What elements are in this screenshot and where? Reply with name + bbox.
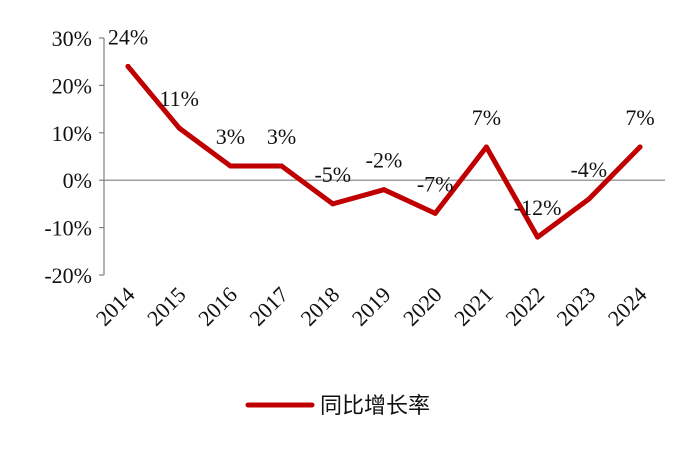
x-tick-label: 2023 xyxy=(552,282,601,331)
x-tick-label: 2024 xyxy=(603,282,652,331)
data-label: 7% xyxy=(625,105,654,130)
y-tick-label: -20% xyxy=(44,263,92,288)
x-tick-label: 2016 xyxy=(193,282,242,331)
data-point xyxy=(637,144,643,150)
legend-label: 同比增长率 xyxy=(320,394,430,419)
x-tick-label: 2021 xyxy=(449,282,498,331)
data-point xyxy=(586,196,592,202)
y-tick-label: -10% xyxy=(44,216,92,241)
x-axis: 2014 2015 2016 2017 2018 2019 2020 2021 2022 2023… xyxy=(91,179,665,331)
data-point xyxy=(330,201,336,207)
data-label: 11% xyxy=(159,86,199,111)
data-point xyxy=(432,210,438,216)
series-lines xyxy=(125,63,643,240)
data-point xyxy=(227,163,233,169)
data-label: 3% xyxy=(267,124,296,149)
y-tick-label: 30% xyxy=(52,26,92,51)
y-tick-label: 0% xyxy=(63,168,92,193)
y-tick-label: 20% xyxy=(52,73,92,98)
data-label: 7% xyxy=(472,105,501,130)
x-tick-label: 2015 xyxy=(142,282,191,331)
data-label: -2% xyxy=(366,148,403,173)
x-tick-label: 2018 xyxy=(296,282,345,331)
data-label: 24% xyxy=(108,24,148,49)
data-point xyxy=(381,187,387,193)
data-labels: 24% 11% 3% 3% -5% -2% -7% 7% -12% -4% 7% xyxy=(108,24,655,220)
data-label: -4% xyxy=(570,157,607,182)
y-tick-label: 10% xyxy=(52,121,92,146)
y-axis: 30% 20% 10% 0% -10% -20% xyxy=(44,26,105,288)
data-label: 3% xyxy=(216,124,245,149)
data-point xyxy=(279,163,285,169)
data-point xyxy=(483,144,489,150)
data-label: -12% xyxy=(514,195,562,220)
data-point xyxy=(535,234,541,240)
data-label: -5% xyxy=(314,162,351,187)
x-tick-label: 2022 xyxy=(500,282,549,331)
x-tick-label: 2014 xyxy=(91,282,140,331)
data-label: -7% xyxy=(417,171,454,196)
x-tick-label: 2017 xyxy=(244,282,293,331)
x-tick-label: 2020 xyxy=(398,282,447,331)
legend: 同比增长率 xyxy=(245,394,430,419)
x-tick-label: 2019 xyxy=(347,282,396,331)
data-point xyxy=(125,63,131,69)
data-point xyxy=(176,125,182,131)
